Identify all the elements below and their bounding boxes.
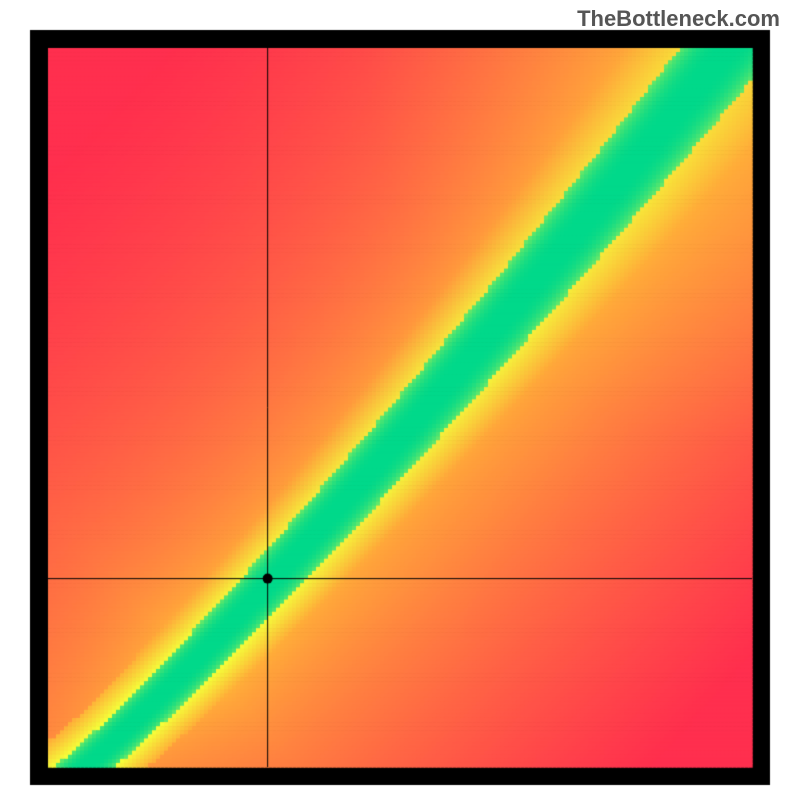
bottleneck-heatmap bbox=[0, 0, 800, 800]
watermark-text: TheBottleneck.com bbox=[577, 6, 780, 32]
